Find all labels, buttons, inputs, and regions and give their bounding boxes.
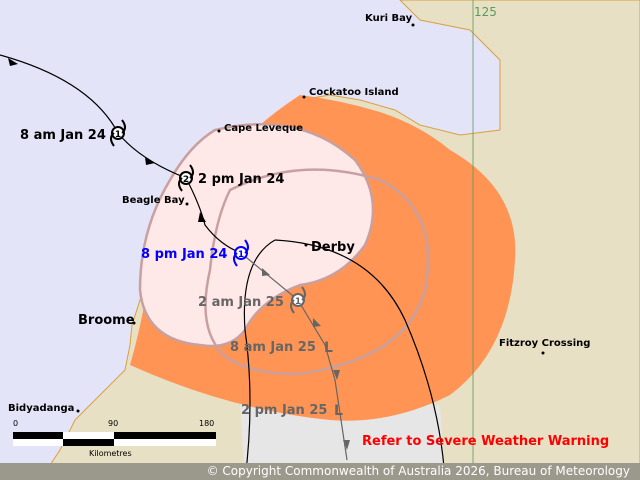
track-arrow (262, 268, 270, 276)
track-uncertainty-right (274, 239, 446, 480)
place-label: Cockatoo Island (309, 87, 399, 98)
category-label: 1 (238, 250, 244, 260)
place-label: Kuri Bay (365, 13, 413, 24)
scale-tick: 180 (199, 419, 215, 428)
scale-bar (13, 432, 216, 446)
low-symbol: L (334, 403, 343, 419)
category-label: 2 (183, 175, 189, 185)
track-time-label: 8 am Jan 24 (20, 128, 106, 143)
track-time-label: 2 am Jan 25 (198, 295, 284, 310)
cyclone-symbol-current (233, 239, 249, 267)
category-label: 1 (115, 130, 121, 140)
place-label: Broome (78, 313, 135, 328)
watch-zone (138, 123, 375, 348)
current-time-label: 8 pm Jan 24 (141, 247, 228, 262)
track-uncertainty-left (243, 239, 276, 480)
track-arrow (145, 157, 155, 165)
cyclone-symbol-past (178, 164, 194, 192)
place-label: Derby (311, 240, 355, 255)
category-label: 1 (295, 297, 301, 307)
track-arrow (343, 440, 350, 450)
track-arrow (198, 212, 206, 222)
place-label: Bidyadanga (8, 403, 75, 414)
forecast-outline (204, 168, 430, 376)
place-label: Cape Leveque (224, 123, 304, 134)
longitude-label: 125 (474, 5, 497, 19)
track-arrow (333, 370, 340, 380)
place-dots (76, 23, 545, 413)
copyright-footer: © Copyright Commonwealth of Australia 20… (0, 463, 640, 480)
scale-tick: 90 (108, 419, 119, 428)
track-arrow (8, 58, 18, 66)
track-time-label: 2 pm Jan 25 (241, 403, 328, 418)
track-time-label: 2 pm Jan 24 (198, 172, 285, 187)
outlook-area (240, 400, 445, 480)
track-arrow (313, 318, 321, 327)
past-track (0, 54, 242, 254)
scale-unit: Kilometres (89, 449, 132, 458)
cyclone-symbol-forecast (290, 286, 306, 314)
scale-tick: 0 (13, 419, 19, 428)
low-symbol: L (324, 340, 333, 356)
place-label: Fitzroy Crossing (499, 338, 591, 349)
cyclone-symbol-past (110, 119, 126, 147)
warning-notice: Refer to Severe Weather Warning (362, 434, 610, 449)
track-time-label: 8 am Jan 25 (230, 340, 316, 355)
forecast-track (240, 252, 348, 461)
place-label: Beagle Bay (122, 195, 185, 206)
